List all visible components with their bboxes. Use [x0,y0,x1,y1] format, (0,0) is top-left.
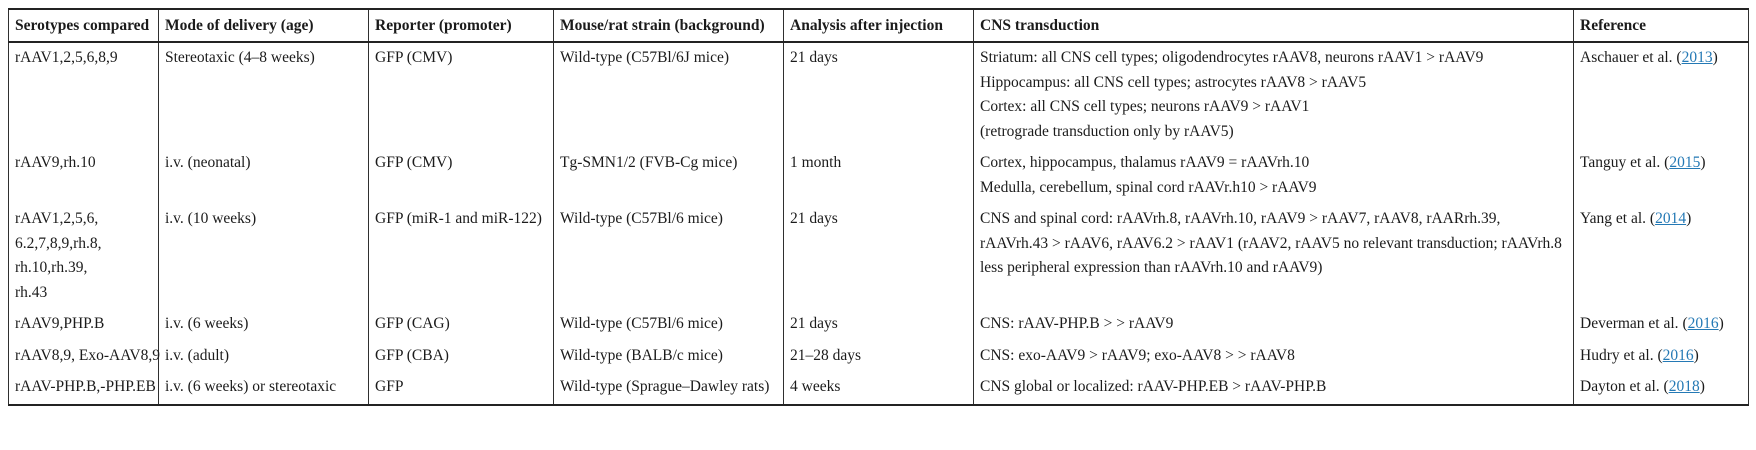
cell-line: Medulla, cerebellum, spinal cord rAAVr.h… [980,178,1317,196]
reference-year-link[interactable]: 2018 [1668,378,1700,395]
cell-analysis: 4 weeks [783,372,974,405]
cell-analysis: 21–28 days [783,340,974,372]
reference-year-link[interactable]: 2015 [1669,154,1701,171]
cell-line: rh.43 [15,283,48,301]
cell-line: (retrograde transduction only by rAAV5) [980,122,1234,140]
cell-reporter: GFP (CMV) [368,148,554,204]
column-header-analysis: Analysis after injection [783,9,974,43]
cell-reference: Dayton et al. (2018) [1573,372,1749,405]
cell-delivery: i.v. (6 weeks) [158,309,369,341]
table-row: rAAV1,2,5,6, 6.2,7,8,9,rh.8, rh.10,rh.39, r… [8,204,1749,309]
reference-authors: Tanguy et al. [1580,154,1661,171]
cell-analysis: 21 days [783,42,974,148]
cell-strain: Wild-type (C57Bl/6 mice) [553,309,784,341]
column-header-delivery: Mode of delivery (age) [158,9,369,43]
header-row: Serotypes compared Mode of delivery (age… [8,9,1749,43]
cell-line: rAAV8,9, Exo-AAV8,9 [15,346,160,364]
reference-year-link[interactable]: 2016 [1662,346,1694,364]
cell-serotypes: rAAV1,2,5,6, 6.2,7,8,9,rh.8, rh.10,rh.39, r… [8,204,159,309]
cell-delivery: i.v. (adult) [158,340,369,372]
cell-reporter: GFP (miR-1 and miR-122) [368,204,554,309]
cell-reference: Yang et al. (2014) [1573,204,1749,309]
cell-reporter: GFP [368,372,554,405]
column-header-serotypes: Serotypes compared [8,9,159,43]
cell-delivery: i.v. (neonatal) [158,148,369,204]
reference-authors: Dayton et al. [1580,378,1660,395]
cell-line: rAAV1,2,5,6, [15,210,99,227]
cell-line: CNS: exo-AAV9 > rAAV9; exo-AAV8 > > rAAV… [980,346,1295,364]
cell-cns-transduction: Striatum: all CNS cell types; oligodendr… [973,42,1574,148]
cell-line: Hippocampus: all CNS cell types; astrocy… [980,73,1367,91]
cell-cns-transduction: CNS and spinal cord: rAAVrh.8, rAAVrh.10… [973,204,1574,309]
cell-line: rAAVrh.43 > rAAV6, rAAV6.2 > rAAV1 (rAAV… [980,234,1562,252]
cell-serotypes: rAAV-PHP.B,-PHP.EB [8,372,159,405]
column-header-reporter: Reporter (promoter) [368,9,554,43]
cell-line: less peripheral expression than rAAVrh.1… [980,259,1323,276]
cell-analysis: 21 days [783,204,974,309]
column-header-reference: Reference [1573,9,1749,43]
cell-line: CNS global or localized: rAAV-PHP.EB > r… [980,378,1327,395]
cell-strain: Wild-type (Sprague–Dawley rats) [553,372,784,405]
column-header-strain: Mouse/rat strain (background) [553,9,784,43]
cell-serotypes: rAAV8,9, Exo-AAV8,9 [8,340,160,372]
reference-authors: Aschauer et al. [1580,49,1673,66]
cell-reference: Tanguy et al. (2015) [1573,148,1749,204]
column-header-cns-transduction: CNS transduction [973,9,1574,43]
cell-line: rAAV1,2,5,6,8,9 [15,49,118,66]
reference-year-link[interactable]: 2014 [1655,210,1687,227]
article-table-container: Serotypes compared Mode of delivery (age… [8,8,1749,406]
table-row: rAAV1,2,5,6,8,9 Stereotaxic (4–8 weeks) GF… [8,42,1749,148]
cell-line: rAAV9,rh.10 [15,154,96,171]
reference-year-link[interactable]: 2013 [1681,49,1713,66]
cell-reporter: GFP (CAG) [368,309,554,341]
cell-line: CNS and spinal cord: rAAVrh.8, rAAVrh.10… [980,210,1501,227]
cell-reporter: GFP (CBA) [368,340,554,372]
cell-serotypes: rAAV9,PHP.B [8,309,159,341]
cell-strain: Wild-type (C57Bl/6J mice) [553,42,784,148]
table-row: rAAV-PHP.B,-PHP.EB i.v. (6 weeks) or ster… [8,372,1749,405]
cell-line: 6.2,7,8,9,rh.8, [15,234,102,252]
serotype-comparison-table: Serotypes compared Mode of delivery (age… [8,8,1749,406]
cell-delivery: i.v. (6 weeks) or stereotaxic [158,372,369,405]
cell-serotypes: rAAV1,2,5,6,8,9 [8,42,159,148]
cell-line: Cortex: all CNS cell types; neurons rAAV… [980,98,1310,115]
reference-year-link[interactable]: 2016 [1687,315,1719,332]
cell-delivery: i.v. (10 weeks) [158,204,369,309]
reference-authors: Yang et al. [1580,210,1647,227]
table-row: rAAV9,rh.10 i.v. (neonatal) GFP (CMV) Tg-SM… [8,148,1749,204]
reference-authors: Hudry et al. [1580,346,1654,364]
cell-line: Cortex, hippocampus, thalamus rAAV9 = rA… [980,154,1310,171]
cell-serotypes: rAAV9,rh.10 [8,148,159,204]
cell-cns-transduction: CNS: exo-AAV9 > rAAV9; exo-AAV8 > > rAAV… [973,340,1574,372]
cell-cns-transduction: CNS: rAAV-PHP.B > > rAAV9 [973,309,1574,341]
cell-reference: Deverman et al. (2016) [1573,309,1749,341]
cell-cns-transduction: Cortex, hippocampus, thalamus rAAV9 = rA… [973,148,1574,204]
cell-analysis: 1 month [783,148,974,204]
table-body: rAAV1,2,5,6,8,9 Stereotaxic (4–8 weeks) GF… [8,42,1749,405]
cell-reporter: GFP (CMV) [368,42,554,148]
cell-delivery: Stereotaxic (4–8 weeks) [158,42,369,148]
cell-cns-transduction: CNS global or localized: rAAV-PHP.EB > r… [973,372,1574,405]
cell-reference: Hudry et al. (2016) [1573,340,1749,372]
cell-line: rAAV-PHP.B,-PHP.EB [15,378,156,395]
cell-strain: Wild-type (BALB/c mice) [553,340,784,372]
cell-line: Striatum: all CNS cell types; oligodendr… [980,49,1484,66]
cell-analysis: 21 days [783,309,974,341]
cell-line: rAAV9,PHP.B [15,315,105,332]
reference-authors: Deverman et al. [1580,315,1679,332]
table-row: rAAV8,9, Exo-AAV8,9 i.v. (adult) GFP (CBA)… [8,340,1749,372]
cell-strain: Wild-type (C57Bl/6 mice) [553,204,784,309]
cell-reference: Aschauer et al. (2013) [1573,42,1749,148]
cell-line: CNS: rAAV-PHP.B > > rAAV9 [980,315,1174,332]
cell-strain: Tg-SMN1/2 (FVB-Cg mice) [553,148,784,204]
table-row: rAAV9,PHP.B i.v. (6 weeks) GFP (CAG) Wild-t… [8,309,1749,341]
table-header: Serotypes compared Mode of delivery (age… [8,9,1749,43]
cell-line: rh.10,rh.39, [15,259,88,276]
